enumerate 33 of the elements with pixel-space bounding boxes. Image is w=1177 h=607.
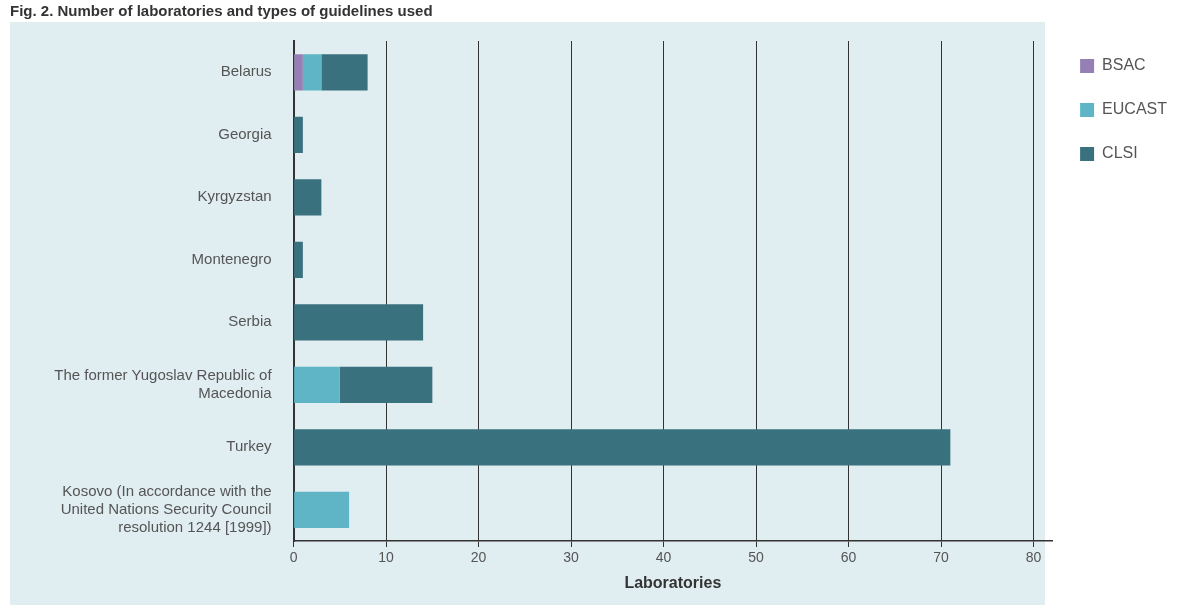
chart-title: Fig. 2. Number of laboratories and types of guidelines used (10, 2, 433, 19)
y-tick-label: Belarus (220, 62, 272, 80)
x-tick-label: 80 (1025, 549, 1042, 566)
y-tick-label: Serbia (228, 312, 273, 330)
y-tick-label: Kyrgyzstan (197, 187, 272, 205)
x-tick-label: 0 (289, 549, 298, 566)
bar (294, 241, 303, 278)
y-tick-label: Turkey (226, 437, 273, 455)
bar (321, 54, 368, 91)
y-tick-label: The former Yugoslav Republic of Macedonia (54, 365, 273, 401)
x-axis-title: Laboratories (624, 573, 722, 591)
bar (294, 366, 340, 403)
x-tick-label: 50 (748, 549, 765, 566)
bar (294, 491, 350, 528)
legend-label: CLSI (1102, 144, 1138, 162)
bar (294, 429, 951, 466)
y-tick-label: Georgia (218, 124, 273, 142)
x-tick-label: 30 (563, 549, 580, 566)
bar (294, 304, 424, 341)
y-tick-label: Kosovo (In accordance with the United Nations Security Council resolution 1244 [1999]) (60, 481, 272, 535)
x-tick-label: 60 (840, 549, 857, 566)
bar (294, 116, 303, 153)
bar (302, 54, 322, 91)
x-tick-label: 40 (655, 549, 672, 566)
x-tick-label: 10 (378, 549, 395, 566)
y-tick-label: Montenegro (191, 249, 272, 267)
bar (294, 54, 303, 91)
legend-label: EUCAST (1102, 100, 1168, 118)
legend-label: BSAC (1102, 56, 1146, 74)
bar (294, 179, 322, 216)
x-tick-label: 70 (933, 549, 950, 566)
x-tick-label: 20 (470, 549, 487, 566)
bar (339, 366, 433, 403)
